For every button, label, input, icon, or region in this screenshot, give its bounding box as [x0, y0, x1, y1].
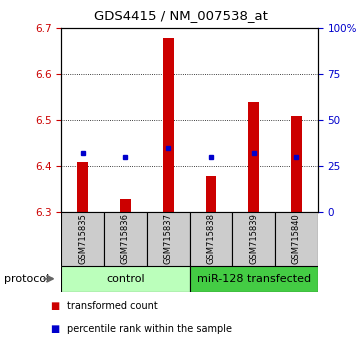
Text: percentile rank within the sample: percentile rank within the sample: [67, 324, 232, 334]
Text: miR-128 transfected: miR-128 transfected: [196, 274, 311, 284]
Bar: [291, 116, 302, 212]
Text: protocol: protocol: [4, 274, 49, 284]
Text: control: control: [106, 274, 145, 284]
Bar: [190, 266, 318, 292]
Bar: [77, 162, 88, 212]
Bar: [163, 38, 174, 212]
Text: GSM715835: GSM715835: [78, 213, 87, 264]
Text: GDS4415 / NM_007538_at: GDS4415 / NM_007538_at: [93, 9, 268, 22]
Bar: [120, 199, 131, 212]
Text: ■: ■: [51, 301, 60, 311]
Text: GSM715837: GSM715837: [164, 213, 173, 264]
Bar: [205, 176, 216, 212]
Bar: [248, 102, 259, 212]
Bar: [147, 212, 190, 266]
Bar: [190, 212, 232, 266]
Text: ■: ■: [51, 324, 60, 334]
Text: GSM715838: GSM715838: [206, 213, 216, 264]
Bar: [61, 212, 104, 266]
Bar: [104, 212, 147, 266]
Text: GSM715840: GSM715840: [292, 213, 301, 264]
Bar: [275, 212, 318, 266]
Text: GSM715836: GSM715836: [121, 213, 130, 264]
Bar: [61, 266, 190, 292]
Text: GSM715839: GSM715839: [249, 213, 258, 264]
Bar: [232, 212, 275, 266]
Text: transformed count: transformed count: [67, 301, 157, 311]
